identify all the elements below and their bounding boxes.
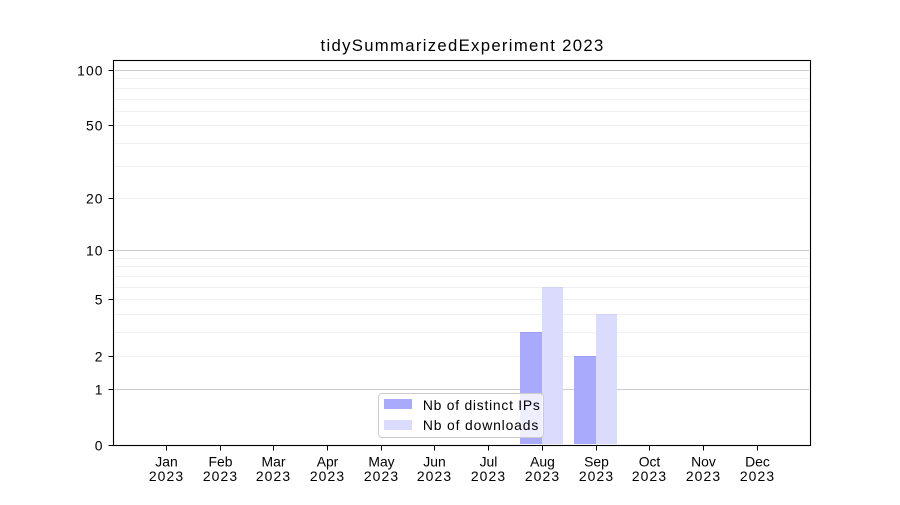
svg-text:tidySummarizedExperiment 2023: tidySummarizedExperiment 2023 (321, 36, 605, 55)
svg-text:2023: 2023 (471, 468, 506, 484)
svg-text:Nb of distinct IPs: Nb of distinct IPs (423, 397, 541, 413)
svg-text:Nov: Nov (691, 453, 716, 469)
svg-text:Nb of downloads: Nb of downloads (423, 417, 539, 433)
svg-text:2023: 2023 (579, 468, 614, 484)
svg-text:5: 5 (95, 292, 104, 308)
svg-text:May: May (368, 453, 394, 469)
svg-text:100: 100 (77, 63, 103, 79)
svg-text:2023: 2023 (686, 468, 721, 484)
svg-text:2023: 2023 (364, 468, 399, 484)
svg-text:2023: 2023 (310, 468, 345, 484)
svg-text:50: 50 (86, 118, 104, 134)
svg-text:1: 1 (95, 382, 104, 398)
svg-text:Mar: Mar (262, 453, 286, 469)
svg-text:Sep: Sep (584, 453, 609, 469)
svg-text:2023: 2023 (149, 468, 184, 484)
svg-text:20: 20 (86, 191, 104, 207)
svg-text:Oct: Oct (639, 453, 661, 469)
svg-text:2023: 2023 (256, 468, 291, 484)
svg-text:2023: 2023 (417, 468, 452, 484)
svg-text:2: 2 (95, 349, 104, 365)
svg-text:Feb: Feb (209, 453, 233, 469)
svg-text:Jan: Jan (155, 453, 177, 469)
svg-text:Jun: Jun (423, 453, 445, 469)
svg-text:2023: 2023 (203, 468, 238, 484)
svg-text:0: 0 (95, 438, 104, 454)
svg-text:2023: 2023 (740, 468, 775, 484)
svg-text:Aug: Aug (530, 453, 555, 469)
svg-text:Apr: Apr (317, 453, 339, 469)
svg-text:2023: 2023 (632, 468, 667, 484)
svg-text:10: 10 (86, 243, 104, 259)
svg-text:Dec: Dec (745, 453, 770, 469)
svg-text:Jul: Jul (480, 453, 498, 469)
svg-text:2023: 2023 (525, 468, 560, 484)
